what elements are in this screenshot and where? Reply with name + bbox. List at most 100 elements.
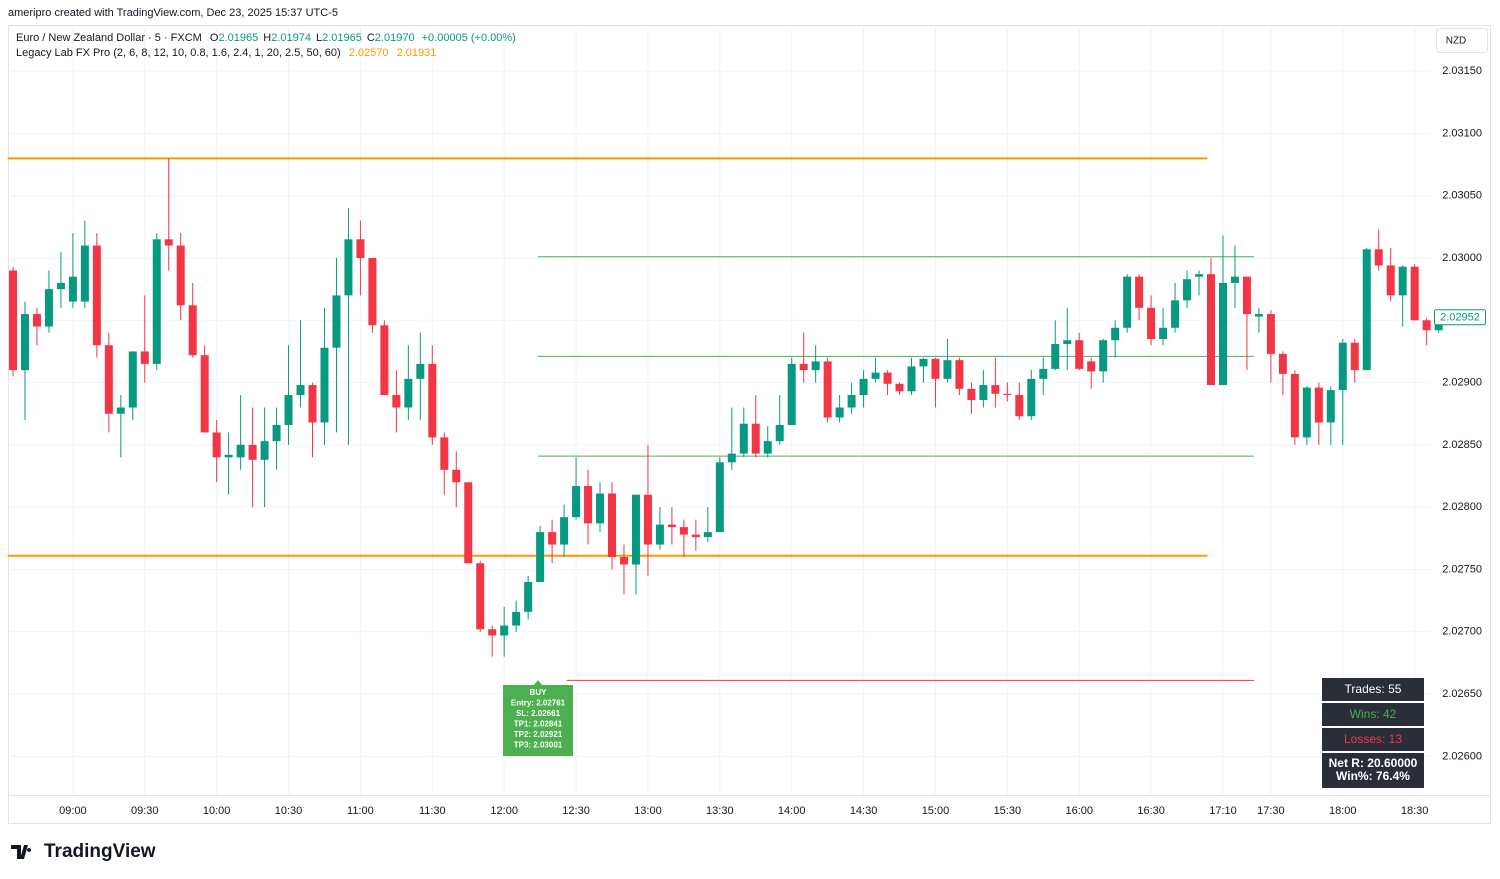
currency[interactable]: NZD [1446, 36, 1467, 47]
x-tick-label: 11:00 [347, 805, 374, 817]
indicator-value: 2.01931 [397, 47, 437, 59]
candle-body [1027, 378, 1036, 417]
x-tick-label: 16:30 [1137, 805, 1165, 817]
stats-table: Trades: 55 Wins: 42 Losses: 13 Net R: 20… [1322, 678, 1424, 788]
ohlc-value: 2.01965 [322, 32, 362, 44]
y-tick-label: 2.03150 [1442, 65, 1482, 77]
candle-body [1123, 276, 1132, 328]
candle-body [92, 245, 101, 346]
x-tick-label: 17:10 [1209, 805, 1237, 817]
candle-body [452, 469, 461, 483]
candle-body [68, 276, 77, 302]
candle-body [1087, 361, 1096, 372]
candle-body [1302, 387, 1311, 438]
candle-body [907, 366, 916, 392]
candle-body [823, 361, 832, 418]
candle-body [296, 385, 305, 396]
logo: TradingView [11, 841, 156, 862]
candle-body [955, 360, 964, 389]
y-tick-label: 2.02850 [1442, 439, 1482, 451]
signal-line: SL: 2.02661 [516, 709, 561, 718]
signal-title: BUY [530, 688, 548, 697]
levels [7, 157, 1255, 681]
candle-body [368, 257, 377, 326]
candle-body [596, 493, 605, 524]
stats-cell [1322, 753, 1424, 788]
candle-body [356, 239, 365, 258]
currency-button[interactable] [1436, 28, 1488, 53]
candle-body [667, 524, 676, 528]
candle-body [979, 385, 988, 401]
y-tick-label: 2.02900 [1442, 376, 1482, 388]
candle-body [128, 351, 137, 408]
candle-body [871, 372, 880, 379]
signal-line: Entry: 2.02761 [511, 699, 566, 708]
x-tick-label: 15:30 [994, 805, 1022, 817]
candle-body [655, 524, 664, 545]
ohlc-value: 2.01965 [218, 32, 258, 44]
chart-frame [8, 25, 1491, 824]
candle-body [847, 395, 856, 408]
candle-body [1051, 343, 1060, 369]
ohlc: O2.01965 H2.01974 L2.01965 C2.01970 [210, 32, 415, 44]
signal-line: TP1: 2.02841 [514, 720, 563, 729]
candle-body [619, 557, 628, 565]
candle-body [1135, 276, 1144, 308]
logo-text: TradingView [44, 841, 156, 862]
candle-body [1338, 342, 1347, 391]
candle-body [344, 239, 353, 296]
candle-body [1278, 353, 1287, 374]
y-tick-label: 2.02650 [1442, 688, 1482, 700]
candle-body [883, 372, 892, 384]
candle-body [536, 532, 545, 582]
candle-body [1362, 249, 1371, 371]
candle-body [512, 611, 521, 626]
candle-body [1183, 279, 1192, 301]
candle-body [548, 532, 557, 545]
logo-icon [11, 845, 32, 859]
candles [9, 158, 1443, 657]
x-tick-label: 13:00 [634, 805, 662, 817]
candle-body [176, 245, 185, 306]
x-tick-label: 11:30 [419, 805, 446, 817]
candle-body [1398, 266, 1407, 296]
ohlc-label: O [210, 32, 219, 44]
x-tick-label: 12:00 [490, 805, 518, 817]
indicator-line: Legacy Lab FX Pro (2, 6, 8, 12, 10, 0.8,… [16, 47, 436, 59]
candle-body [584, 486, 593, 524]
candle-body [895, 383, 904, 392]
candle-body [476, 563, 485, 630]
candle-body [284, 395, 293, 425]
candle-body [260, 441, 269, 460]
candle-body [32, 314, 41, 327]
candle-body [524, 581, 533, 612]
x-tick-label: 10:30 [275, 805, 303, 817]
candle-body [1063, 340, 1072, 344]
x-tick-label: 14:00 [778, 805, 806, 817]
candle-body [428, 363, 437, 438]
y-tick-label: 2.02600 [1442, 750, 1482, 762]
x-tick-label: 09:30 [131, 805, 159, 817]
stats-winrate: Win%: 76.4% [1336, 769, 1410, 783]
candle-body [763, 441, 772, 454]
x-tick-label: 15:00 [922, 805, 950, 817]
symbol: Euro / New Zealand Dollar · 5 · FXCM [16, 32, 202, 44]
candle-body [416, 363, 425, 379]
candle-body [404, 378, 413, 408]
candle-body [248, 444, 257, 460]
candle-body [140, 351, 149, 364]
candle-body [991, 385, 1000, 394]
candle-body [1099, 340, 1108, 372]
candle-body [392, 395, 401, 408]
candle-body [1195, 274, 1204, 277]
stats-cell [1322, 703, 1424, 726]
ohlc-value: 2.01974 [271, 32, 311, 44]
candle-body [380, 325, 389, 396]
candle-body [1374, 249, 1383, 266]
candle-body [1075, 340, 1084, 369]
x-tick-label: 14:30 [850, 805, 878, 817]
indicator-name: Legacy Lab FX Pro (2, 6, 8, 12, 10, 0.8,… [16, 47, 341, 59]
candle-body [643, 494, 652, 545]
candle-body [919, 358, 928, 367]
